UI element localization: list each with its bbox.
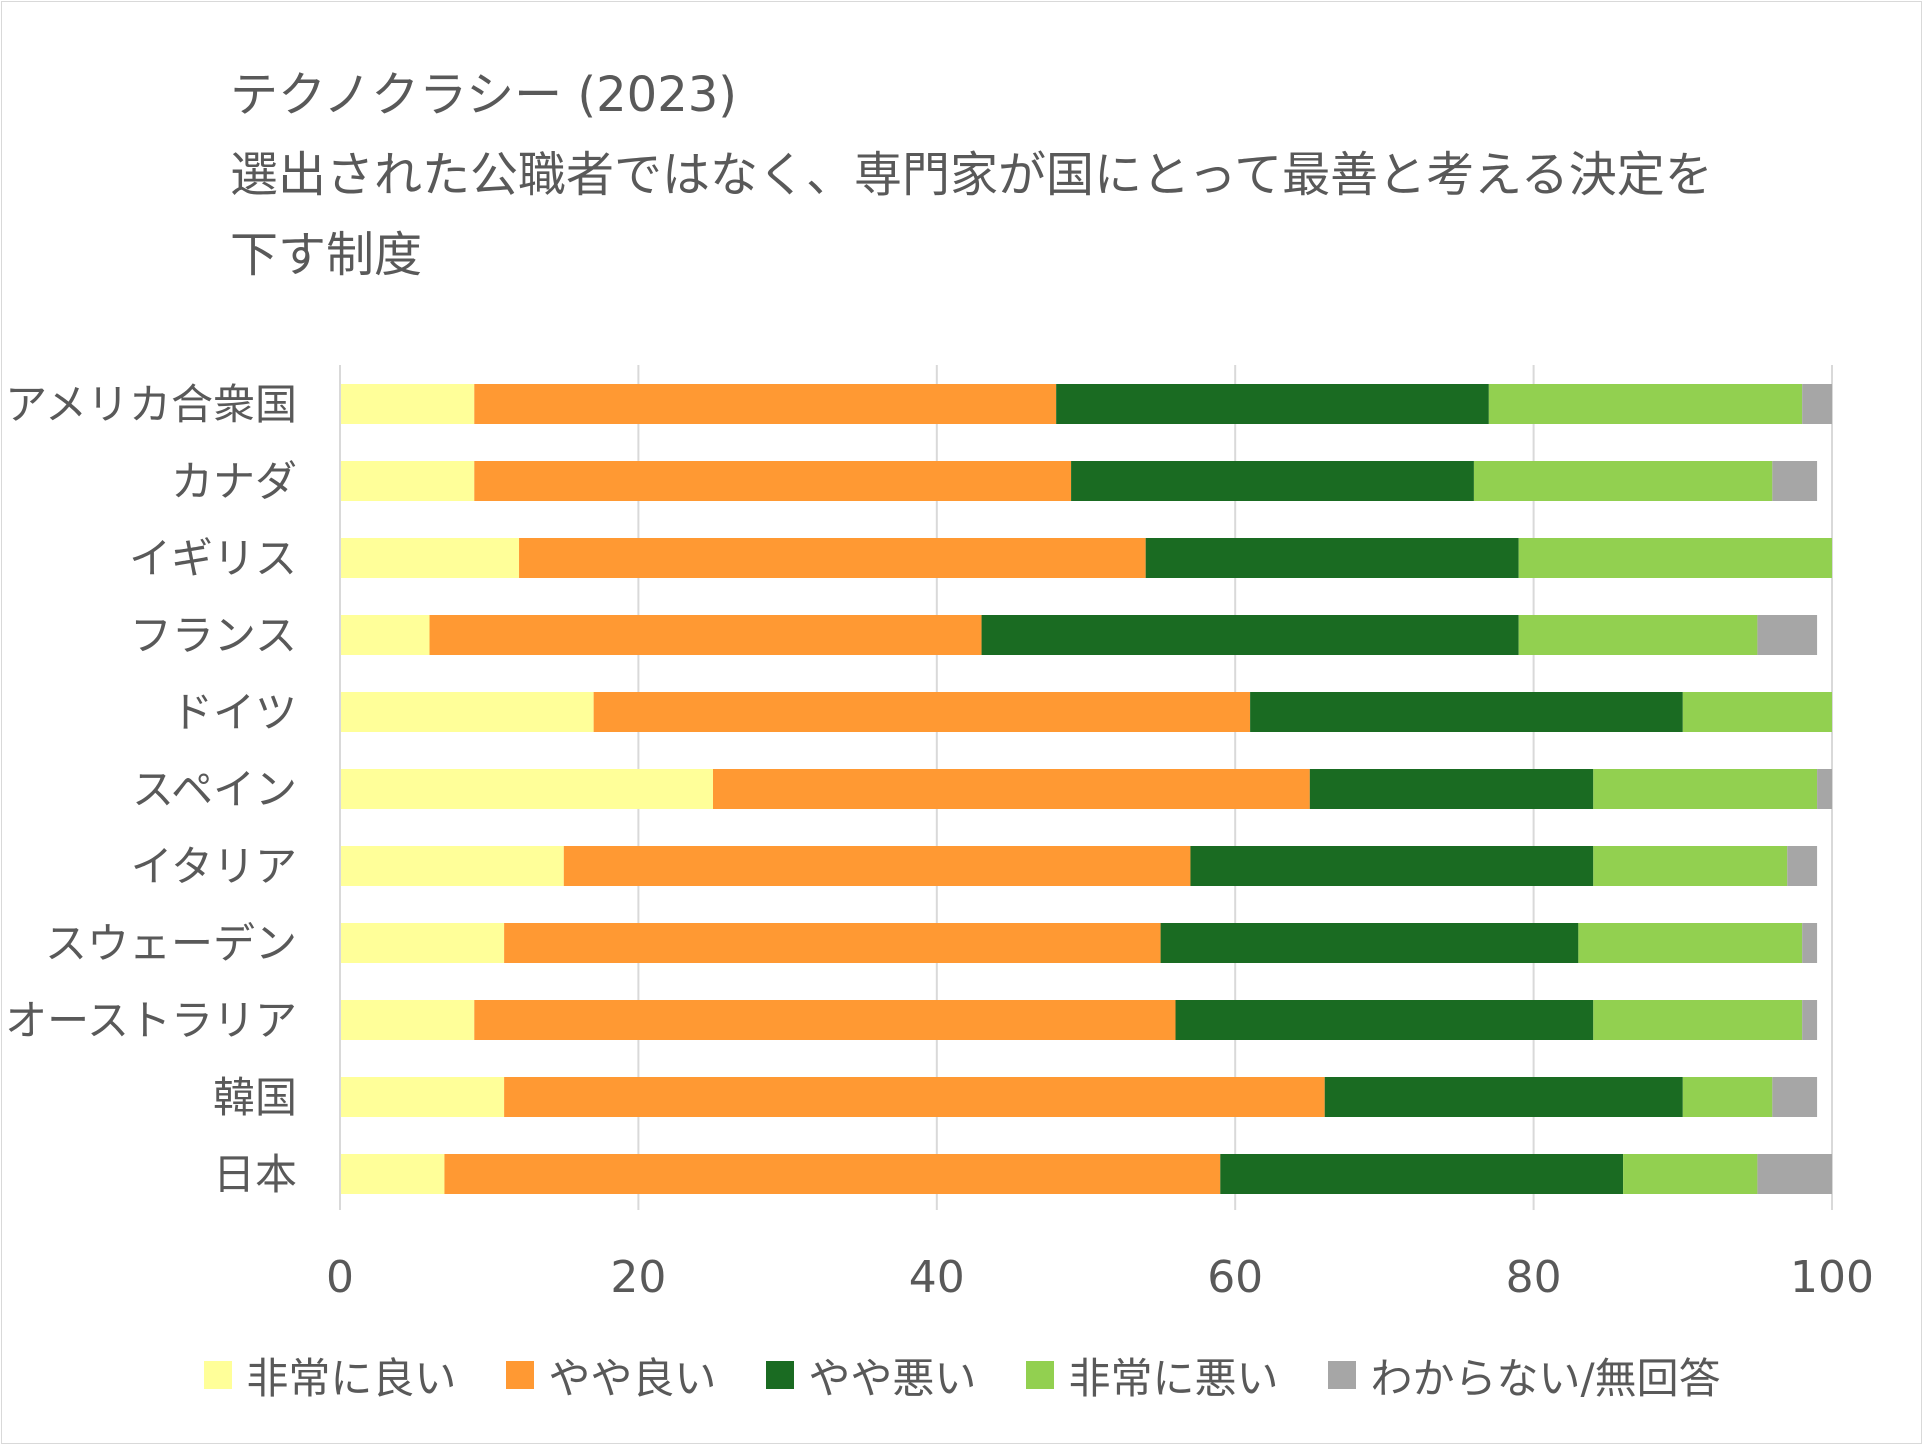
legend-swatch [1026,1361,1055,1389]
category-label: 日本 [213,1150,297,1199]
bar-segment [1623,1154,1758,1194]
bar-segment [981,615,1519,655]
bar-segment [1772,461,1818,501]
bar-segment [713,769,1310,809]
legend-swatch [766,1361,795,1389]
bar-segment [1145,538,1519,578]
bar-segment [1175,1000,1594,1040]
bar-segment [1160,923,1579,963]
bar-segment [1593,769,1818,809]
bar-segment [593,692,1251,732]
bar-segment [340,923,505,963]
bar-segment [474,1000,1176,1040]
category-label: アメリカ合衆国 [5,380,297,429]
category-label: カナダ [171,457,297,506]
legend-swatch [1328,1361,1357,1389]
x-tick-label: 80 [1506,1252,1562,1303]
bar-segment [340,615,430,655]
legend-label: わからない/無回答 [1370,1353,1721,1403]
x-tick-label: 100 [1790,1252,1874,1303]
bar-segment [1593,1000,1803,1040]
bar-segment [474,461,1072,501]
bar-segment [340,1000,475,1040]
bar-segment [1309,769,1594,809]
bar-segment [1488,384,1803,424]
category-label: ドイツ [171,688,297,737]
bar-segment [429,615,982,655]
bar-segment [1518,538,1832,578]
legend-item: わからない/無回答 [1328,1345,1721,1406]
bar-segment [1190,846,1594,886]
chart-title: テクノクラシー (2023) 選出された公職者ではなく、専門家が国にとって最善と… [230,67,1713,283]
legend-swatch [506,1361,535,1389]
bar-segment [1787,846,1818,886]
bar-segment [1220,1154,1624,1194]
chart-legend: 非常に良い やや良い やや悪い 非常に悪い わからない/無回答 [0,1345,1925,1405]
category-label: フランス [130,611,297,660]
bar-segment [1056,384,1489,424]
category-label: スペイン [132,765,297,814]
bar-segment [1324,1077,1683,1117]
bar-segment [1518,615,1758,655]
bar-segment [1593,846,1788,886]
bar-segment [1250,692,1683,732]
bar-segment [340,1077,505,1117]
legend-item: やや良い [506,1345,716,1406]
bar-segment [340,538,520,578]
bar-segment [519,538,1146,578]
legend-item: 非常に悪い [1026,1345,1278,1406]
bar-segment [340,461,475,501]
bar-segment [1473,461,1773,501]
category-label: スウェーデン [45,919,297,968]
bar-segment [504,923,1161,963]
bar-segment [1682,1077,1773,1117]
x-tick-label: 60 [1207,1252,1263,1303]
bar-segment [340,384,475,424]
category-label: 韓国 [213,1073,297,1122]
bar-segment [563,846,1191,886]
bar-segment [504,1077,1325,1117]
legend-item: 非常に良い [204,1345,456,1406]
bar-segment [1071,461,1474,501]
x-tick-label: 0 [326,1252,354,1303]
bar-segment [1802,923,1818,963]
bar-segment [474,384,1057,424]
bar-segment [340,1154,445,1194]
category-label: イギリス [129,534,297,583]
x-tick-label: 40 [909,1252,965,1303]
bar-segment [1578,923,1803,963]
bar-segment [340,769,713,809]
bar-segment [1802,1000,1818,1040]
legend-label: 非常に悪い [1068,1353,1279,1403]
bar-segment [340,846,564,886]
category-label: オーストラリア [5,996,297,1045]
legend-item: やや悪い [766,1345,976,1406]
x-tick-label: 20 [610,1252,666,1303]
legend-label: やや良い [548,1353,717,1403]
bar-segment [444,1154,1221,1194]
legend-label: やや悪い [808,1353,977,1403]
bar-segment [1757,615,1818,655]
bar-segment [1757,1154,1832,1194]
bar-segment [1772,1077,1818,1117]
legend-swatch [204,1361,233,1389]
bar-segment [340,692,594,732]
bar-segment [1682,692,1832,732]
bar-segment [1817,769,1832,809]
category-label: イタリア [131,842,297,891]
bar-segment [1802,384,1832,424]
legend-label: 非常に良い [246,1353,457,1403]
